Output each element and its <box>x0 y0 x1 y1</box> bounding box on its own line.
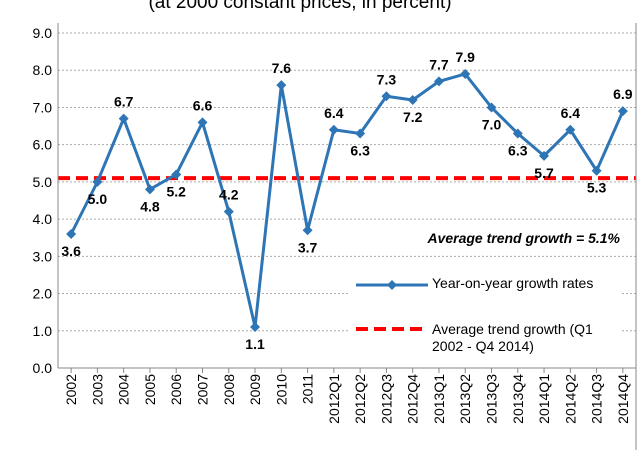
data-label: 4.8 <box>140 198 160 214</box>
y-tick-label: 5.0 <box>33 174 53 190</box>
marker <box>512 128 523 139</box>
marker <box>565 124 576 135</box>
data-label: 6.3 <box>508 143 528 159</box>
data-label: 7.3 <box>377 71 397 87</box>
marker <box>144 184 155 195</box>
x-tick-label: 2014Q1 <box>536 374 552 424</box>
marker <box>539 150 550 161</box>
x-tick-label: 2013Q2 <box>457 374 473 424</box>
x-tick-label: 2012Q2 <box>352 374 368 424</box>
marker <box>223 206 234 217</box>
x-tick-label: 2005 <box>142 374 158 405</box>
x-tick-label: 2002 <box>63 374 79 405</box>
y-tick-label: 2.0 <box>33 286 53 302</box>
marker <box>591 165 602 176</box>
x-tick-label: 2007 <box>195 374 211 405</box>
marker <box>197 117 208 128</box>
x-tick-label: 2006 <box>168 374 184 405</box>
x-tick-label: 2013Q4 <box>510 374 526 424</box>
x-tick-label: 2013Q3 <box>484 374 500 424</box>
y-tick-label: 1.0 <box>33 323 53 339</box>
marker <box>250 322 261 333</box>
marker <box>433 76 444 87</box>
data-label: 5.7 <box>534 165 554 181</box>
y-tick-label: 6.0 <box>33 137 53 153</box>
x-tick-label: 2013Q1 <box>431 374 447 424</box>
y-tick-label: 8.0 <box>33 62 53 78</box>
data-label: 6.9 <box>613 86 633 102</box>
x-tick-label: 2012Q4 <box>405 374 421 424</box>
y-tick-label: 0.0 <box>33 360 53 376</box>
data-label: 5.3 <box>587 180 607 196</box>
marker <box>381 91 392 102</box>
data-label: 3.6 <box>61 243 81 259</box>
x-tick-label: 2004 <box>116 374 132 405</box>
x-tick-label: 2014Q3 <box>589 374 605 424</box>
data-label: 7.6 <box>272 60 292 76</box>
data-label: 4.2 <box>219 187 239 203</box>
marker <box>328 124 339 135</box>
data-label: 3.7 <box>298 239 318 255</box>
data-label: 7.2 <box>403 109 423 125</box>
x-tick-label: 2014Q4 <box>615 374 631 424</box>
marker <box>355 128 366 139</box>
y-tick-label: 7.0 <box>33 99 53 115</box>
x-tick-label: 2014Q2 <box>562 374 578 424</box>
marker <box>92 176 103 187</box>
series-line <box>69 72 625 328</box>
data-label: 7.9 <box>455 49 475 65</box>
data-label: 6.7 <box>114 94 134 110</box>
data-label: 5.2 <box>166 183 186 199</box>
legend-label: Average trend growth (Q1 2002 - Q4 2014) <box>432 321 593 354</box>
x-tick-label: 2012Q3 <box>378 374 394 424</box>
x-tick-label: 2011 <box>300 374 316 404</box>
data-label: 1.1 <box>245 336 265 352</box>
marker <box>460 68 471 79</box>
x-tick-label: 2008 <box>221 374 237 405</box>
data-label: 6.4 <box>324 105 344 121</box>
x-tick-label: 2010 <box>273 374 289 405</box>
x-tick-label: 2009 <box>247 374 263 405</box>
marker <box>171 169 182 180</box>
legend-label: Year-on-year growth rates <box>432 275 594 291</box>
chart-subtitle: (at 2000 constant prices, in percent) <box>148 0 451 13</box>
marker <box>118 113 129 124</box>
data-label: 7.0 <box>482 116 502 132</box>
y-tick-label: 4.0 <box>33 211 53 227</box>
marker <box>486 102 497 113</box>
marker <box>617 106 628 117</box>
annotation: Average trend growth = 5.1% <box>426 230 620 246</box>
legend-swatch <box>387 280 397 290</box>
x-tick-label: 2012Q1 <box>326 374 342 424</box>
data-label: 6.3 <box>350 143 370 159</box>
data-label: 6.4 <box>561 105 581 121</box>
marker <box>302 225 313 236</box>
x-tick-label: 2003 <box>89 374 105 405</box>
marker <box>407 95 418 105</box>
marker <box>66 229 77 239</box>
y-tick-label: 3.0 <box>33 248 53 264</box>
data-label: 7.7 <box>429 56 449 72</box>
y-tick-label: 9.0 <box>33 25 53 41</box>
data-label: 6.6 <box>193 97 213 113</box>
marker <box>276 80 287 91</box>
data-label: 5.0 <box>88 191 108 207</box>
